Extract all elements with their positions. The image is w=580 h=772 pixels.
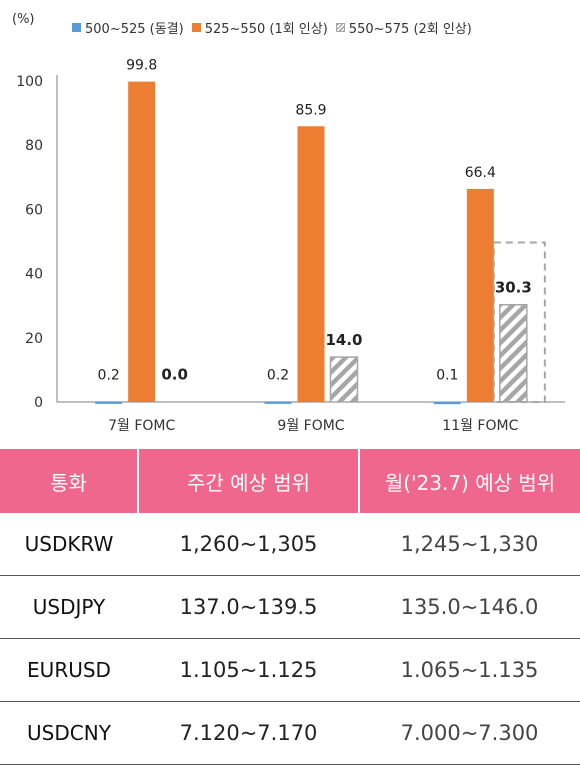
highlight-dashed-box <box>492 241 546 403</box>
data-label: 0.1 <box>436 368 458 384</box>
legend-label-one-hike: 525~550 (1회 인상) <box>204 22 328 37</box>
legend-swatch-two-hikes <box>335 23 345 32</box>
bar-2-3 <box>466 188 494 402</box>
bar-2-2 <box>297 126 325 403</box>
x-tick-label: 11월 FOMC <box>442 418 518 434</box>
monthly-range-cell: 7.000~7.300 <box>359 701 580 765</box>
monthly-range-cell: 1.065~1.135 <box>359 638 580 702</box>
monthly-range-cell: 135.0~146.0 <box>359 575 580 639</box>
data-label: 14.0 <box>325 331 362 349</box>
data-label: 0.0 <box>161 366 188 384</box>
data-label: 30.3 <box>495 279 532 297</box>
bar-3-3 <box>499 303 528 403</box>
y-tick-label: 60 <box>25 202 43 218</box>
y-tick-label: 100 <box>16 74 43 90</box>
table-row: USDCNY 7.120~7.170 7.000~7.300 <box>0 701 580 765</box>
weekly-range-cell: 7.120~7.170 <box>138 701 359 765</box>
bar-2-1 <box>128 81 156 402</box>
currency-pair-cell: USDCNY <box>0 701 138 765</box>
x-tick-label: 7월 FOMC <box>108 418 175 434</box>
x-tick-label: 9월 FOMC <box>277 418 344 434</box>
y-tick-label: 80 <box>25 138 43 154</box>
currency-pair-cell: EURUSD <box>0 638 138 702</box>
data-label: 0.2 <box>267 368 289 384</box>
header-monthly-range: 월('23.7) 예상 범위 <box>358 449 580 513</box>
bar-3-2 <box>329 356 359 403</box>
bar-1-3 <box>433 401 461 405</box>
bar-1-1 <box>95 401 123 404</box>
y-tick-label: 0 <box>34 395 43 411</box>
y-tick-label: 40 <box>25 267 43 283</box>
legend-label-hold: 500~525 (동결) <box>85 22 184 37</box>
chart-legend: 500~525 (동결) 525~550 (1회 인상) 550~575 (2회… <box>72 18 480 37</box>
table-row: USDKRW 1,260~1,305 1,245~1,330 <box>0 513 580 576</box>
fx-forecast-table: 통화 주간 예상 범위 월('23.7) 예상 범위 USDKRW 1,260~… <box>0 449 580 765</box>
weekly-range-cell: 1.105~1.125 <box>138 638 359 702</box>
bar-chart-svg: 0 20 40 60 80 100 0.2 99.8 0.0 7월 FOMC 0.2 85.9 14.0… <box>16 58 565 434</box>
currency-pair-cell: USDKRW <box>0 513 138 576</box>
fomc-probability-chart: (%) 500~525 (동결) 525~550 (1회 인상) 550~575… <box>12 12 565 434</box>
legend-item-hold: 500~525 (동결) <box>72 18 184 37</box>
legend-label-two-hikes: 550~575 (2회 인상) <box>348 22 472 37</box>
y-tick-label: 20 <box>25 331 43 347</box>
bar-1-2 <box>264 401 292 404</box>
weekly-range-cell: 137.0~139.5 <box>138 575 359 639</box>
currency-pair-cell: USDJPY <box>0 575 138 639</box>
table-row: EURUSD 1.105~1.125 1.065~1.135 <box>0 638 580 702</box>
data-label: 0.2 <box>98 368 120 384</box>
data-label: 66.4 <box>465 165 496 181</box>
legend-swatch-hold <box>72 23 81 32</box>
y-axis-unit-label: (%) <box>12 12 35 27</box>
data-label: 85.9 <box>295 102 326 118</box>
data-label: 99.8 <box>126 58 157 74</box>
header-currency: 통화 <box>0 449 138 513</box>
monthly-range-cell: 1,245~1,330 <box>359 513 580 576</box>
legend-item-one-hike: 525~550 (1회 인상) <box>191 18 328 37</box>
table-header-row: 통화 주간 예상 범위 월('23.7) 예상 범위 <box>0 449 580 513</box>
legend-item-two-hikes: 550~575 (2회 인상) <box>335 18 472 37</box>
table-row: USDJPY 137.0~139.5 135.0~146.0 <box>0 575 580 639</box>
weekly-range-cell: 1,260~1,305 <box>138 513 359 576</box>
legend-swatch-one-hike <box>191 23 201 32</box>
header-weekly-range: 주간 예상 범위 <box>137 449 359 513</box>
